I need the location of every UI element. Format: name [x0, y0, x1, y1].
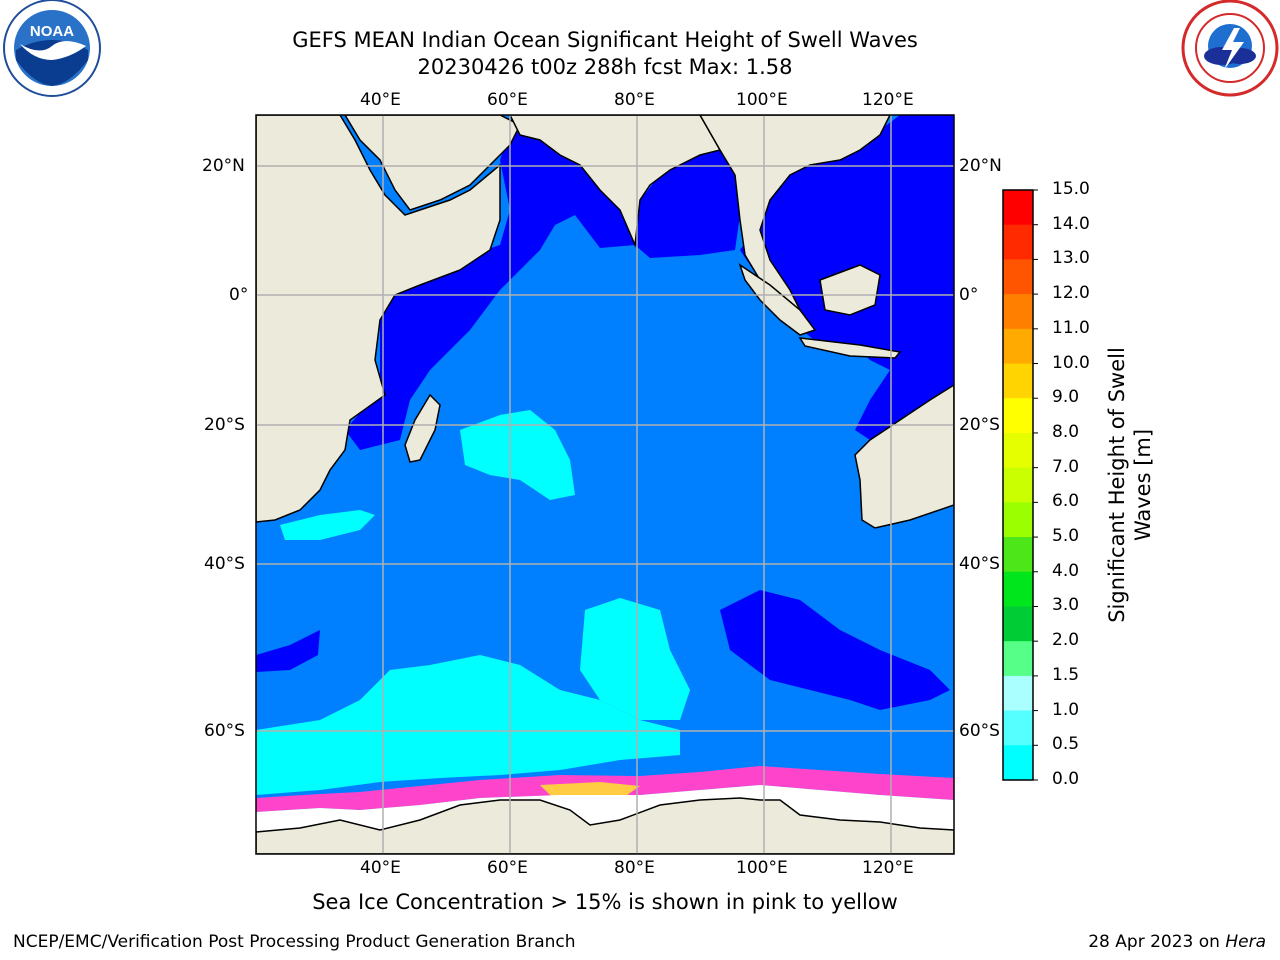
lon-label-top: 40°E — [360, 90, 401, 110]
colorbar-tick-label: 5.0 — [1052, 526, 1080, 547]
colorbar-tick-label: 1.0 — [1052, 699, 1080, 720]
colorbar-tick-label: 11.0 — [1052, 317, 1090, 338]
colorbar-tick-label: 0.5 — [1052, 734, 1080, 755]
lon-label-top: 120°E — [862, 90, 914, 110]
land-sumatra — [738, 263, 817, 336]
lon-label-top: 80°E — [614, 90, 655, 110]
map-frame — [255, 114, 955, 855]
land-antarctica — [256, 797, 954, 854]
colorbar-tick-label: 13.0 — [1052, 248, 1090, 269]
lat-label-right: 20°S — [959, 415, 1000, 435]
colorbar-tick-label: 1.5 — [1052, 664, 1080, 685]
lat-label-left: 0° — [229, 285, 249, 305]
colorbar-segment — [1003, 224, 1033, 260]
colorbar-segment — [1003, 398, 1033, 434]
lon-label-bottom: 100°E — [736, 858, 788, 878]
lon-label-bottom: 120°E — [862, 858, 914, 878]
high-swell-southern-belt — [256, 655, 680, 795]
colorbar-segment — [1003, 571, 1033, 607]
colorbar-tick-label: 9.0 — [1052, 387, 1080, 408]
lat-label-right: 0° — [959, 285, 979, 305]
land-australia — [854, 384, 954, 529]
high-swell-central — [460, 410, 575, 500]
colorbar-segment — [1003, 641, 1033, 677]
colorbar-segment — [1003, 606, 1033, 642]
high-swell-south-central — [580, 598, 690, 720]
high-swell-south-africa — [280, 510, 375, 540]
colorbar-segment — [1003, 432, 1033, 469]
colorbar-tick-label: 10.0 — [1052, 352, 1090, 373]
graticule — [256, 115, 954, 854]
lon-label-bottom: 80°E — [614, 858, 655, 878]
colorbar-tick-label: 6.0 — [1052, 491, 1080, 512]
colorbar-title: Significant Height of Swell Waves [m] — [1105, 347, 1155, 623]
footer-credit: NCEP/EMC/Verification Post Processing Pr… — [13, 932, 576, 952]
sea-ice-note: Sea Ice Concentration > 15% is shown in … — [312, 890, 898, 914]
land-india — [509, 115, 722, 248]
lon-label-top: 100°E — [736, 90, 788, 110]
lat-label-left: 20°S — [204, 415, 245, 435]
colorbar-tick-label: 14.0 — [1052, 213, 1090, 234]
colorbar-segment — [1003, 675, 1033, 712]
noaa-logo: NOAA — [0, 0, 106, 100]
colorbar-segment — [1003, 745, 1033, 781]
colorbar-tick-label: 0.0 — [1052, 769, 1080, 789]
svg-text:NOAA: NOAA — [30, 23, 74, 40]
land-africa — [256, 115, 501, 523]
map-title-line1: GEFS MEAN Indian Ocean Significant Heigh… — [292, 28, 918, 52]
colorbar-segment — [1003, 259, 1033, 295]
lat-label-right: 20°N — [959, 156, 1002, 176]
lat-label-left: 40°S — [204, 554, 245, 574]
colorbar-segment — [1003, 294, 1033, 330]
colorbar-tick-label: 8.0 — [1052, 421, 1080, 442]
land-southeast-asia — [699, 115, 891, 312]
colorbar — [1002, 189, 1038, 781]
colorbar-segment — [1003, 710, 1033, 746]
lat-label-right: 60°S — [959, 721, 1000, 741]
colorbar-tick-label: 3.0 — [1052, 595, 1080, 616]
lon-label-bottom: 60°E — [487, 858, 528, 878]
land-madagascar — [404, 393, 441, 463]
land-borneo — [819, 264, 881, 316]
colorbar-segment — [1003, 467, 1033, 503]
lat-label-left: 20°N — [202, 156, 245, 176]
colorbar-segment — [1003, 502, 1033, 538]
footer-date: 28 Apr 2023 on Hera — [1088, 932, 1266, 952]
colorbar-tick-label: 12.0 — [1052, 283, 1090, 304]
lon-label-bottom: 40°E — [360, 858, 401, 878]
colorbar-segment — [1003, 363, 1033, 399]
colorbar-tick-label: 2.0 — [1052, 630, 1080, 651]
low-swell-arabian-sea — [345, 130, 635, 450]
national-weather-service-logo — [1178, 0, 1280, 100]
colorbar-segment — [1003, 537, 1033, 573]
lon-label-top: 60°E — [487, 90, 528, 110]
colorbar-tick-label: 4.0 — [1052, 560, 1080, 581]
lat-label-left: 60°S — [204, 721, 245, 741]
land-java — [798, 337, 902, 359]
map-title-line2: 20230426 t00z 288h fcst Max: 1.58 — [417, 55, 793, 79]
colorbar-frame — [1002, 189, 1034, 781]
colorbar-tick-label: 7.0 — [1052, 456, 1080, 477]
lat-label-right: 40°S — [959, 554, 1000, 574]
colorbar-segment — [1003, 328, 1033, 365]
colorbar-segment — [1003, 190, 1033, 226]
low-swell-southern-patch — [720, 590, 950, 710]
low-swell-west-patch — [256, 630, 320, 672]
colorbar-tick-label: 15.0 — [1052, 179, 1090, 199]
